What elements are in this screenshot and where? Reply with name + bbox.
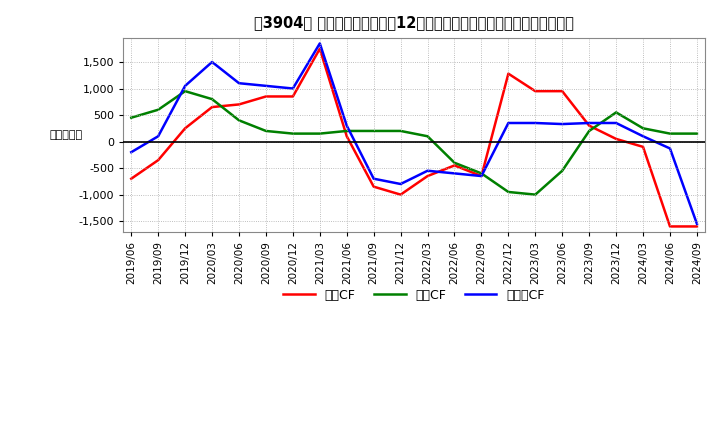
フリーCF [639,134,647,139]
投賃CF [666,131,675,136]
営業CF [154,158,163,163]
フリーCF [208,59,217,65]
投賃CF [639,126,647,131]
営業CF [208,104,217,110]
営業CF [261,94,270,99]
Y-axis label: （百万円）: （百万円） [50,130,83,140]
投賃CF [693,131,701,136]
投賃CF [450,160,459,165]
フリーCF [315,41,324,46]
フリーCF [477,173,486,179]
投賃CF [558,168,567,173]
フリーCF [450,171,459,176]
投賃CF [181,88,189,94]
フリーCF [558,121,567,127]
投賃CF [343,128,351,134]
Line: フリーCF: フリーCF [131,44,697,224]
Legend: 営業CF, 投賃CF, フリーCF: 営業CF, 投賃CF, フリーCF [279,284,550,307]
フリーCF [423,168,432,173]
投賃CF [127,115,135,120]
投賃CF [504,189,513,194]
フリーCF [396,181,405,187]
フリーCF [181,83,189,88]
営業CF [396,192,405,197]
フリーCF [154,134,163,139]
投賃CF [208,96,217,102]
フリーCF [693,221,701,227]
営業CF [450,163,459,168]
フリーCF [235,81,243,86]
営業CF [127,176,135,181]
営業CF [693,224,701,229]
営業CF [423,173,432,179]
営業CF [369,184,378,189]
営業CF [289,94,297,99]
投賃CF [612,110,621,115]
投賃CF [235,118,243,123]
投賃CF [315,131,324,136]
投賃CF [154,107,163,112]
営業CF [531,88,539,94]
営業CF [504,71,513,76]
営業CF [181,126,189,131]
投賃CF [261,128,270,134]
営業CF [585,123,593,128]
Title: ［3904］ キャッシュフローの12か月移動合計の対前年同期増減額の推移: ［3904］ キャッシュフローの12か月移動合計の対前年同期増減額の推移 [254,15,574,30]
投賃CF [396,128,405,134]
投賃CF [531,192,539,197]
営業CF [639,144,647,150]
Line: 投賃CF: 投賃CF [131,91,697,194]
営業CF [343,134,351,139]
営業CF [315,46,324,51]
フリーCF [666,146,675,151]
営業CF [612,136,621,142]
営業CF [558,88,567,94]
営業CF [666,224,675,229]
営業CF [477,173,486,179]
フリーCF [343,123,351,128]
フリーCF [127,150,135,155]
投賃CF [585,128,593,134]
投賃CF [369,128,378,134]
フリーCF [261,83,270,88]
投賃CF [423,134,432,139]
Line: 営業CF: 営業CF [131,49,697,227]
フリーCF [531,121,539,126]
営業CF [235,102,243,107]
フリーCF [585,121,593,126]
フリーCF [612,121,621,126]
投賃CF [289,131,297,136]
フリーCF [504,121,513,126]
投賃CF [477,171,486,176]
フリーCF [369,176,378,181]
フリーCF [289,86,297,91]
